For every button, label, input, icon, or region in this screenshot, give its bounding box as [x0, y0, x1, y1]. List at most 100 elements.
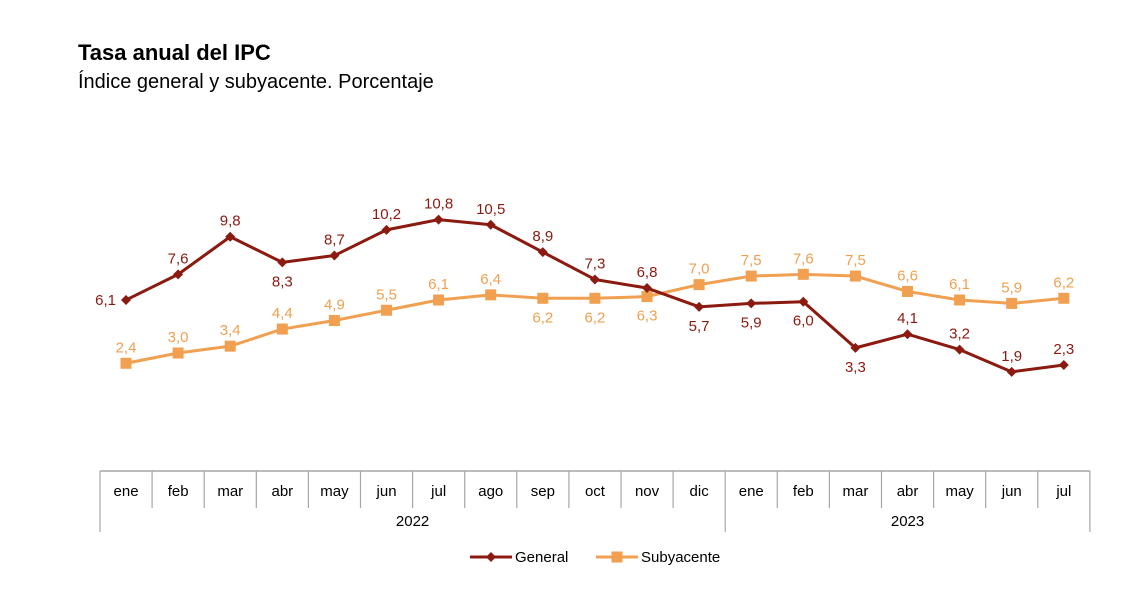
- data-label-subyacente-2: 3,4: [220, 322, 241, 339]
- marker-subyacente-5: [381, 304, 392, 316]
- marker-subyacente-6: [433, 294, 445, 306]
- data-label-subyacente-16: 6,1: [949, 276, 970, 293]
- marker-subyacente-4: [328, 315, 340, 327]
- legend-marker-subyacente: [611, 551, 623, 563]
- data-label-subyacente-9: 6,2: [584, 309, 605, 326]
- data-label-subyacente-11: 7,0: [689, 261, 710, 278]
- tick-label-8: sep: [531, 483, 555, 500]
- tick-label-6: jul: [430, 483, 446, 500]
- tick-label-4: may: [320, 483, 349, 500]
- legend-marker-general: [486, 552, 496, 562]
- data-label-subyacente-14: 7,5: [845, 252, 866, 269]
- data-label-general-5: 10,2: [372, 206, 401, 223]
- marker-general-16: [954, 344, 965, 355]
- data-label-general-18: 2,3: [1053, 341, 1074, 358]
- data-label-general-2: 9,8: [220, 213, 241, 230]
- tick-label-0: ene: [114, 483, 139, 500]
- tick-label-11: dic: [690, 483, 710, 500]
- marker-subyacente-12: [745, 270, 757, 282]
- data-label-subyacente-17: 5,9: [1001, 279, 1022, 296]
- tick-label-1: feb: [168, 483, 189, 500]
- data-label-subyacente-6: 6,1: [428, 276, 449, 293]
- data-label-subyacente-12: 7,5: [741, 252, 762, 269]
- marker-subyacente-7: [485, 289, 497, 301]
- marker-subyacente-16: [954, 294, 966, 306]
- marker-general-2: [225, 231, 236, 242]
- marker-subyacente-18: [1058, 292, 1070, 304]
- data-label-general-10: 6,8: [637, 264, 658, 281]
- data-label-general-11: 5,7: [689, 318, 710, 335]
- marker-subyacente-13: [797, 268, 809, 280]
- data-label-subyacente-15: 6,6: [897, 267, 918, 284]
- marker-general-6: [433, 214, 444, 225]
- data-label-general-3: 8,3: [272, 273, 293, 290]
- data-label-subyacente-4: 4,9: [324, 297, 345, 314]
- marker-general-15: [902, 329, 913, 340]
- data-label-general-8: 8,9: [532, 228, 553, 245]
- data-label-general-14: 3,3: [845, 359, 866, 376]
- tick-label-17: jun: [1001, 483, 1022, 500]
- data-label-subyacente-1: 3,0: [168, 329, 189, 346]
- data-label-subyacente-8: 6,2: [532, 309, 553, 326]
- data-label-subyacente-5: 5,5: [376, 286, 397, 303]
- data-label-general-12: 5,9: [741, 314, 762, 331]
- tick-label-16: may: [945, 483, 974, 500]
- tick-label-7: ago: [478, 483, 503, 500]
- group-label-2022: 2022: [396, 513, 429, 530]
- marker-general-17: [1006, 366, 1017, 377]
- data-label-general-6: 10,8: [424, 196, 453, 213]
- tick-label-15: abr: [897, 483, 919, 500]
- tick-label-14: mar: [843, 483, 869, 500]
- data-label-general-15: 4,1: [897, 310, 918, 327]
- data-label-subyacente-3: 4,4: [272, 305, 293, 322]
- chart-subtitle: Índice general y subyacente. Porcentaje: [78, 71, 434, 93]
- marker-general-8: [537, 247, 548, 258]
- tick-label-3: abr: [272, 483, 294, 500]
- marker-subyacente-1: [172, 347, 184, 359]
- marker-general-18: [1058, 359, 1069, 370]
- data-label-general-4: 8,7: [324, 232, 345, 249]
- marker-subyacente-11: [693, 279, 705, 291]
- marker-general-14: [850, 342, 861, 353]
- data-label-general-0: 6,1: [95, 292, 116, 309]
- tick-label-10: nov: [635, 483, 660, 500]
- tick-label-5: jun: [376, 483, 397, 500]
- marker-general-13: [798, 296, 809, 307]
- marker-subyacente-3: [276, 323, 288, 335]
- data-label-subyacente-13: 7,6: [793, 250, 814, 267]
- data-label-general-16: 3,2: [949, 326, 970, 343]
- legend-label-general: General: [515, 549, 568, 566]
- marker-subyacente-2: [224, 340, 236, 352]
- data-label-subyacente-0: 2,4: [116, 339, 137, 356]
- marker-subyacente-14: [849, 270, 861, 282]
- marker-general-9: [589, 274, 600, 285]
- tick-label-9: oct: [585, 483, 606, 500]
- marker-subyacente-0: [120, 357, 132, 369]
- marker-subyacente-15: [902, 285, 913, 297]
- legend-label-subyacente: Subyacente: [641, 549, 720, 566]
- marker-general-10: [642, 283, 652, 294]
- data-label-general-13: 6,0: [793, 313, 814, 330]
- marker-general-3: [277, 257, 288, 268]
- data-label-general-17: 1,9: [1001, 348, 1022, 365]
- marker-general-1: [173, 269, 184, 280]
- data-label-subyacente-18: 6,2: [1053, 274, 1074, 291]
- data-label-subyacente-10: 6,3: [637, 308, 658, 325]
- marker-general-11: [694, 301, 705, 312]
- tick-label-2: mar: [217, 483, 243, 500]
- marker-subyacente-10: [641, 291, 653, 303]
- marker-subyacente-9: [589, 292, 601, 304]
- marker-subyacente-8: [537, 292, 549, 304]
- data-label-subyacente-7: 6,4: [480, 271, 501, 288]
- group-label-2023: 2023: [891, 513, 924, 530]
- marker-subyacente-17: [1006, 297, 1018, 309]
- data-label-general-1: 7,6: [168, 250, 189, 267]
- tick-label-12: ene: [739, 483, 764, 500]
- marker-general-7: [485, 219, 496, 230]
- chart-title: Tasa anual del IPC: [78, 40, 271, 65]
- tick-label-13: feb: [793, 483, 814, 500]
- marker-general-12: [746, 298, 757, 309]
- marker-general-4: [329, 250, 340, 261]
- data-label-general-9: 7,3: [584, 255, 605, 272]
